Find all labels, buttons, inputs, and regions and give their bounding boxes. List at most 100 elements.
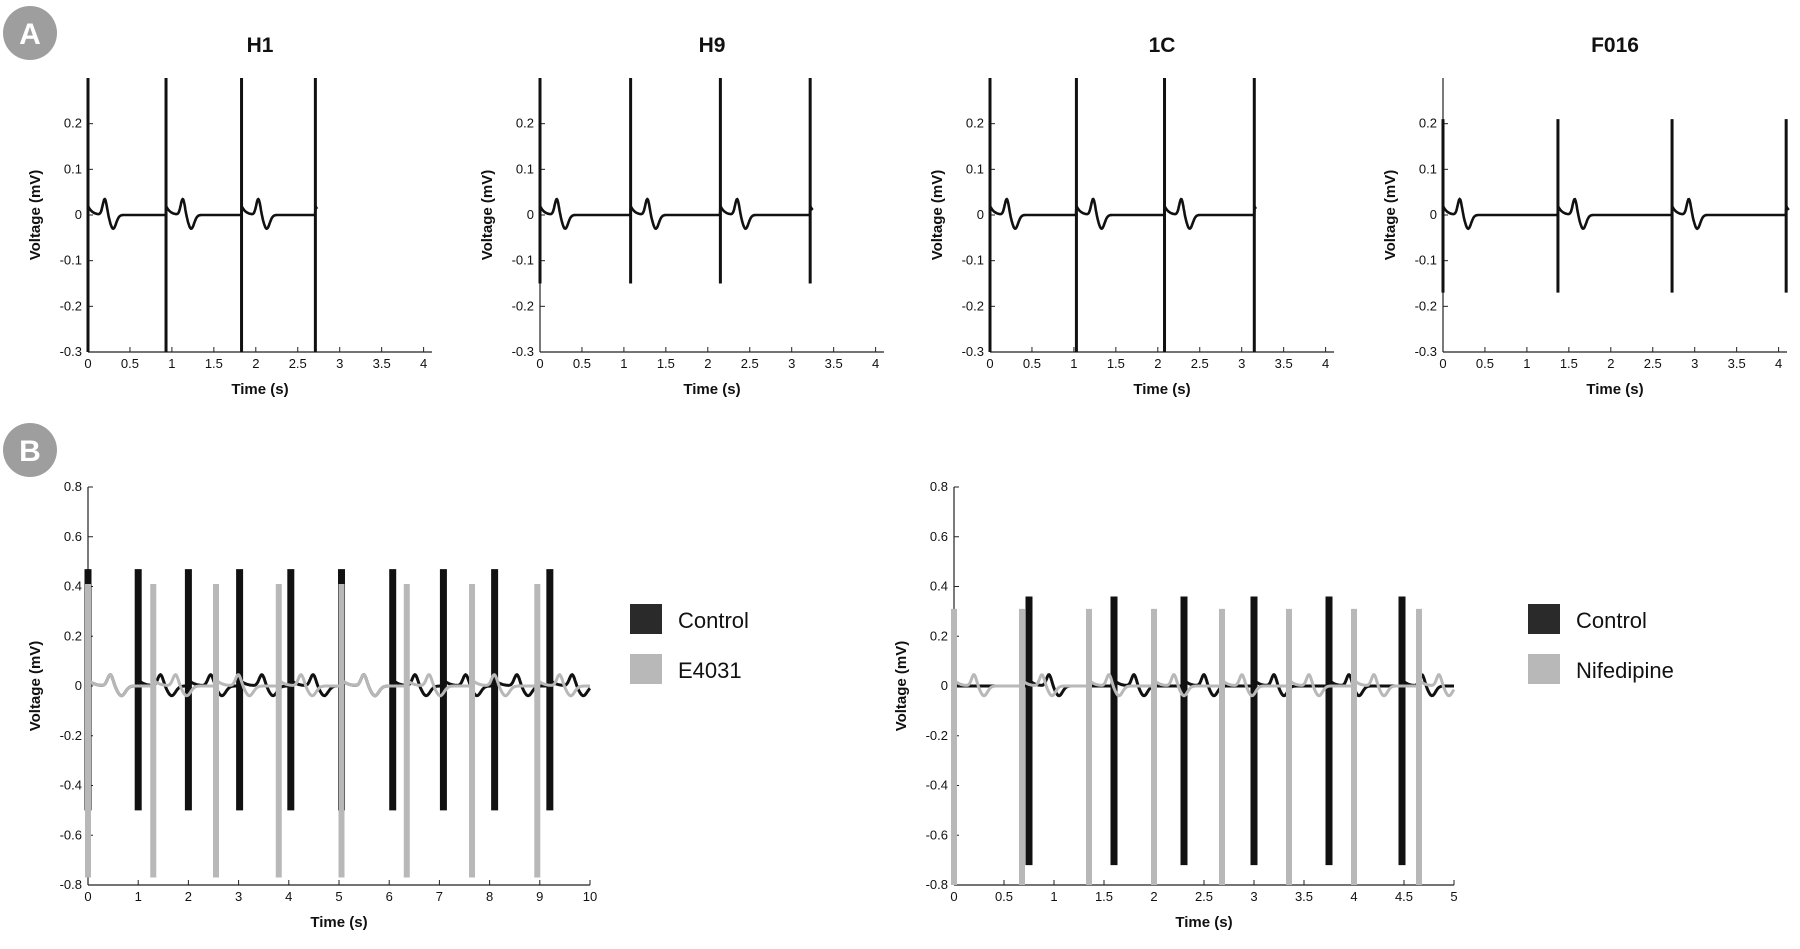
y-tick-label: -0.3 xyxy=(512,344,534,359)
y-tick-label: -0.1 xyxy=(962,253,984,268)
x-tick-label: 5 xyxy=(335,889,342,904)
y-tick-label: 0 xyxy=(977,207,984,222)
x-tick-label: 1.5 xyxy=(1095,889,1113,904)
x-tick-label: 2 xyxy=(185,889,192,904)
y-tick-label: 0.6 xyxy=(930,529,948,544)
series-trace xyxy=(988,197,1258,231)
x-tick-label: 1 xyxy=(1523,356,1530,371)
panel-a-label: A xyxy=(19,18,41,51)
y-tick-label: 0 xyxy=(75,207,82,222)
series-trace xyxy=(86,197,319,231)
x-tick-label: 3.5 xyxy=(1728,356,1746,371)
y-tick-label: -0.3 xyxy=(60,344,82,359)
x-tick-label: 1 xyxy=(1050,889,1057,904)
y-axis-label: Voltage (mV) xyxy=(1382,170,1399,261)
legend-swatch-nifedipine xyxy=(1528,654,1560,684)
x-tick-label: 7 xyxy=(436,889,443,904)
y-tick-label: 0.2 xyxy=(64,628,82,643)
x-tick-label: 3 xyxy=(1238,356,1245,371)
x-tick-label: 1.5 xyxy=(657,356,675,371)
x-tick-label: 4 xyxy=(420,356,427,371)
series-trace xyxy=(1441,197,1790,231)
x-tick-label: 5 xyxy=(1450,889,1457,904)
legend-label-control: Control xyxy=(678,608,749,633)
x-tick-label: 3.5 xyxy=(825,356,843,371)
y-tick-label: 0.1 xyxy=(516,161,534,176)
x-tick-label: 1 xyxy=(168,356,175,371)
x-tick-label: 4 xyxy=(1350,889,1357,904)
x-tick-label: 2 xyxy=(704,356,711,371)
x-tick-label: 1.5 xyxy=(1560,356,1578,371)
legend-label-control: Control xyxy=(1576,608,1647,633)
x-tick-label: 0 xyxy=(84,889,91,904)
y-tick-label: 0 xyxy=(941,678,948,693)
x-tick-label: 8 xyxy=(486,889,493,904)
x-tick-label: 4 xyxy=(872,356,879,371)
legend-label-nifedipine: Nifedipine xyxy=(1576,658,1674,683)
y-tick-label: -0.8 xyxy=(926,877,948,892)
legend-swatch-control xyxy=(630,604,662,634)
x-tick-label: 2 xyxy=(1150,889,1157,904)
x-tick-label: 0.5 xyxy=(121,356,139,371)
x-tick-label: 2.5 xyxy=(1191,356,1209,371)
y-tick-label: -0.1 xyxy=(60,253,82,268)
chart-h9: 0 0.5 1 1.5 2 2.5 3 3.5 4 -0.3 -0.2 -0.1 0 0.1 0.2 Time… xyxy=(479,34,884,398)
legend-swatch-control xyxy=(1528,604,1560,634)
y-tick-label: 0.2 xyxy=(930,628,948,643)
y-tick-label: -0.2 xyxy=(1415,298,1437,313)
y-axis-label: Voltage (mV) xyxy=(929,170,946,261)
x-tick-label: 1.5 xyxy=(205,356,223,371)
y-tick-label: -0.6 xyxy=(926,827,948,842)
y-axis-label: Voltage (mV) xyxy=(893,641,910,732)
x-tick-label: 2.5 xyxy=(1195,889,1213,904)
y-axis-label: Voltage (mV) xyxy=(27,641,44,732)
x-tick-label: 0.5 xyxy=(1023,356,1041,371)
x-axis-label: Time (s) xyxy=(310,914,367,931)
panel-b-label: B xyxy=(19,435,41,468)
x-axis-label: Time (s) xyxy=(1175,914,1232,931)
y-tick-label: -0.2 xyxy=(926,728,948,743)
x-tick-label: 2 xyxy=(252,356,259,371)
y-tick-label: -0.8 xyxy=(60,877,82,892)
x-tick-label: 0.5 xyxy=(1476,356,1494,371)
x-axis-label: Time (s) xyxy=(683,381,740,398)
series-nifedipine-trace xyxy=(952,673,1456,698)
legend-label-e4031: E4031 xyxy=(678,658,742,683)
y-tick-label: -0.6 xyxy=(60,827,82,842)
x-tick-label: 0 xyxy=(986,356,993,371)
panel-b-badge: B xyxy=(3,423,57,477)
x-tick-label: 0 xyxy=(84,356,91,371)
y-tick-label: -0.2 xyxy=(60,728,82,743)
x-tick-label: 0 xyxy=(950,889,957,904)
x-tick-label: 3 xyxy=(788,356,795,371)
chart-h1: 0 0.5 1 1.5 2 2.5 3 3.5 4 -0.3 -0.2 -0.1 0 0.1 0.2 Time… xyxy=(27,34,432,398)
x-tick-label: 3.5 xyxy=(1295,889,1313,904)
y-tick-label: 0.1 xyxy=(64,161,82,176)
y-tick-label: -0.4 xyxy=(926,778,948,793)
y-tick-label: -0.1 xyxy=(512,253,534,268)
y-tick-label: 0.2 xyxy=(516,116,534,131)
chart-nifedipine: 0 0.5 1 1.5 2 2.5 3 3.5 4 4.5 5 -0.8 -0.6 -0.4 -0.2 0 0.… xyxy=(893,479,1674,931)
y-tick-label: -0.2 xyxy=(962,298,984,313)
y-tick-label: 0 xyxy=(1430,207,1437,222)
y-tick-label: 0 xyxy=(527,207,534,222)
x-tick-label: 6 xyxy=(386,889,393,904)
series-trace xyxy=(538,197,814,231)
x-axis-label: Time (s) xyxy=(1586,381,1643,398)
x-tick-label: 3.5 xyxy=(373,356,391,371)
x-tick-label: 1 xyxy=(1070,356,1077,371)
x-tick-label: 0.5 xyxy=(995,889,1013,904)
y-tick-label: 0.2 xyxy=(64,116,82,131)
x-tick-label: 4 xyxy=(285,889,292,904)
x-tick-label: 3 xyxy=(235,889,242,904)
y-tick-label: -0.3 xyxy=(962,344,984,359)
y-tick-label: 0.4 xyxy=(64,579,82,594)
x-tick-label: 10 xyxy=(583,889,597,904)
chart-1c: 0 0.5 1 1.5 2 2.5 3 3.5 4 -0.3 -0.2 -0.1 0 0.1 0.2 Time… xyxy=(929,34,1334,398)
x-tick-label: 3 xyxy=(1250,889,1257,904)
y-tick-label: -0.2 xyxy=(512,298,534,313)
chart-title: 1C xyxy=(1149,34,1176,57)
y-tick-label: -0.1 xyxy=(1415,253,1437,268)
x-tick-label: 1 xyxy=(620,356,627,371)
